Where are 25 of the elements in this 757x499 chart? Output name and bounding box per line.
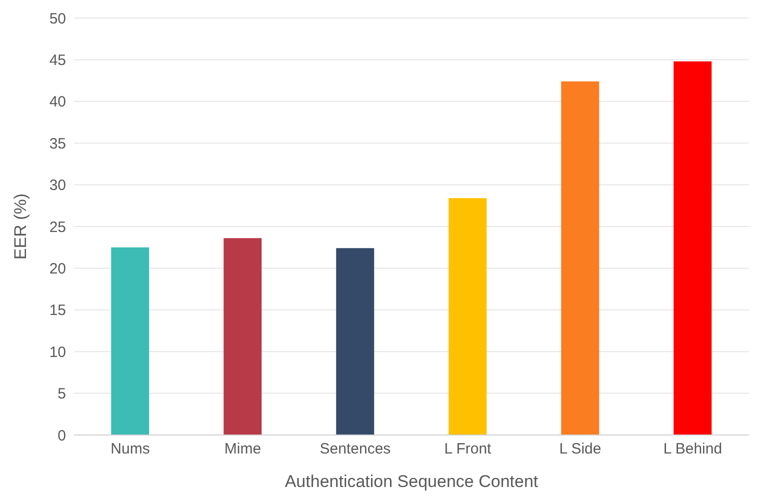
x-tick-label: Mime	[224, 440, 262, 458]
x-axis-title: Authentication Sequence Content	[284, 472, 538, 491]
y-tick-label: 10	[49, 344, 66, 361]
bar	[674, 61, 712, 435]
y-axis-title: EER (%)	[11, 193, 30, 260]
x-tick-label: L Behind	[663, 440, 722, 458]
bar	[561, 81, 600, 435]
bar	[111, 247, 150, 435]
y-tick-label: 25	[49, 218, 66, 236]
y-tick-label: 40	[49, 94, 66, 111]
y-tick-label: 50	[49, 10, 66, 28]
y-tick-label: 45	[49, 52, 66, 70]
y-tick-label: 15	[49, 302, 66, 320]
y-tick-label: 0	[58, 427, 66, 444]
y-tick-label: 35	[49, 135, 66, 152]
bar	[448, 198, 487, 435]
x-tick-label: Sentences	[320, 440, 391, 458]
bar	[224, 238, 262, 435]
x-tick-label: L Side	[559, 440, 602, 458]
y-tick-label: 20	[49, 260, 66, 278]
x-tick-label: L Front	[444, 440, 492, 458]
x-tick-label: Nums	[110, 440, 150, 458]
y-tick-label: 30	[49, 177, 66, 194]
bar	[336, 248, 374, 435]
y-tick-label: 5	[58, 386, 66, 403]
